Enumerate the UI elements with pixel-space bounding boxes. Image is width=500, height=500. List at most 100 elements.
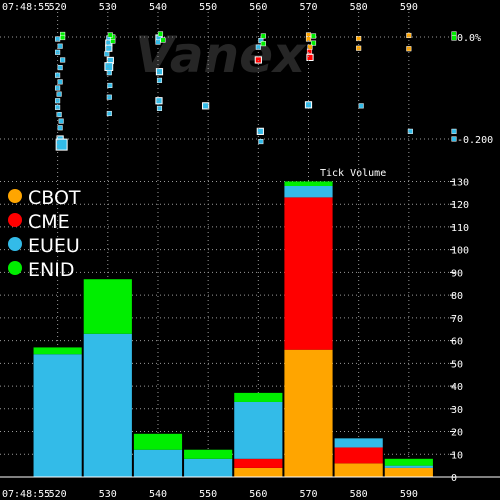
volume-y-tick-label: 80 <box>451 291 463 302</box>
price-marker-cbot <box>307 44 313 50</box>
bar-enid-550 <box>184 449 233 459</box>
price-marker-enid <box>260 33 266 39</box>
bar-eueu-550 <box>184 458 233 477</box>
volume-y-axis: 0 10 20 30 40 50 60 70 80 90 100 110 120 130 <box>450 177 469 484</box>
price-marker-cme <box>254 56 262 64</box>
bottom-x-tick-label: 530 <box>99 489 117 500</box>
volume-y-tick-label: 110 <box>451 223 469 234</box>
price-marker-enid <box>310 40 317 46</box>
top-x-tick-label: 580 <box>350 2 368 13</box>
bar-enid-520 <box>33 347 82 355</box>
bar-eueu-540 <box>133 449 183 477</box>
bar-cbot-580 <box>334 463 383 477</box>
price-marker-eueu <box>105 44 113 52</box>
price-marker-eueu <box>56 111 62 118</box>
price-panel-markers <box>55 31 457 151</box>
bar-eueu-560 <box>234 401 283 459</box>
time-label-top: 07:48:55 <box>2 2 50 13</box>
bar-cbot-560 <box>234 467 283 477</box>
price-panel-y-axis: 0.0% -0.200 <box>457 33 493 146</box>
price-marker-eueu <box>202 102 210 110</box>
bottom-x-tick-label: 560 <box>249 489 267 500</box>
bar-enid-540 <box>133 433 183 450</box>
legend-label-enid: ENID <box>28 259 74 281</box>
top-x-tick-label: 590 <box>400 2 418 13</box>
price-marker-eueu <box>106 110 112 117</box>
bar-eueu-590 <box>384 465 433 468</box>
bottom-x-tick-label: 590 <box>400 489 418 500</box>
bar-enid-530 <box>83 279 132 334</box>
price-marker-eueu <box>60 57 66 63</box>
top-x-tick-label: 560 <box>249 2 267 13</box>
price-marker-eueu <box>451 136 457 142</box>
volume-y-tick-label: 70 <box>451 314 463 325</box>
price-marker-enid <box>157 31 164 37</box>
price-marker-eueu <box>57 79 63 85</box>
bottom-x-tick-label: 550 <box>199 489 217 500</box>
price-marker-eueu <box>155 68 164 76</box>
price-marker-eueu <box>358 103 364 109</box>
price-marker-eueu <box>258 139 264 145</box>
bottom-x-tick-label: 520 <box>49 489 67 500</box>
price-marker-enid <box>260 41 266 47</box>
price-marker-eueu <box>57 43 63 49</box>
price-marker-enid <box>451 35 457 41</box>
price-marker-cme <box>306 53 314 61</box>
watermark: Vanex <box>135 26 307 84</box>
price-marker-eueu <box>56 91 62 97</box>
price-marker-eueu <box>57 125 63 131</box>
bar-eueu-530 <box>83 333 132 477</box>
price-marker-enid <box>160 37 166 43</box>
volume-y-tick-label: 130 <box>451 177 469 188</box>
bottom-x-tick-label: 580 <box>350 489 368 500</box>
volume-y-tick-label: 0 <box>451 473 457 484</box>
volume-y-tick-label: 50 <box>451 359 463 370</box>
top-x-tick-label: 550 <box>199 2 217 13</box>
bar-cbot-590 <box>384 467 433 477</box>
volume-y-tick-label: 100 <box>451 246 469 257</box>
price-marker-eueu <box>106 70 112 76</box>
volume-y-tick-label: 10 <box>451 450 463 461</box>
legend-dot-cbot <box>8 189 22 203</box>
price-marker-eueu <box>407 128 413 134</box>
legend-label-eueu: EUEU <box>28 235 80 257</box>
time-label-bottom: 07:48:55 <box>2 489 50 500</box>
volume-bars <box>33 181 433 477</box>
top-x-tick-label: 570 <box>299 2 317 13</box>
price-marker-eueu <box>156 77 163 83</box>
bar-eueu-580 <box>334 438 383 448</box>
legend-dot-enid <box>8 261 22 275</box>
price-marker-eueu <box>55 138 68 151</box>
bottom-x-axis: 520 530 540 550 560 570 580 590 <box>49 489 418 500</box>
top-x-tick-label: 520 <box>49 2 67 13</box>
price-marker-eueu <box>155 97 163 105</box>
bottom-x-tick-label: 570 <box>299 489 317 500</box>
price-marker-eueu <box>156 105 163 111</box>
bar-cme-570 <box>284 197 333 350</box>
volume-y-tick-label: 60 <box>451 337 463 348</box>
top-x-tick-label: 540 <box>149 2 167 13</box>
bar-cme-580 <box>334 447 383 464</box>
legend-label-cme: CME <box>28 211 70 233</box>
top-x-tick-label: 530 <box>99 2 117 13</box>
volume-chart-title: Tick Volume <box>320 168 386 179</box>
price-marker-eueu <box>104 51 110 57</box>
price-marker-eueu <box>256 127 264 135</box>
price-marker-eueu <box>104 62 114 71</box>
bar-eueu-570 <box>284 186 333 198</box>
bar-eueu-520 <box>33 354 82 477</box>
volume-y-tick-label: 90 <box>451 268 463 279</box>
bar-enid-570 <box>284 181 333 187</box>
volume-y-tick-label: 30 <box>451 405 463 416</box>
legend-dot-eueu <box>8 237 22 251</box>
legend-dot-cme <box>8 213 22 227</box>
price-marker-eueu <box>57 65 63 71</box>
price-marker-enid <box>60 34 66 41</box>
price-panel-grid <box>0 36 450 140</box>
price-marker-eueu <box>107 82 113 89</box>
volume-y-tick-label: 20 <box>451 428 463 439</box>
volume-y-tick-label: 40 <box>451 382 463 393</box>
price-marker-eueu <box>451 128 457 134</box>
